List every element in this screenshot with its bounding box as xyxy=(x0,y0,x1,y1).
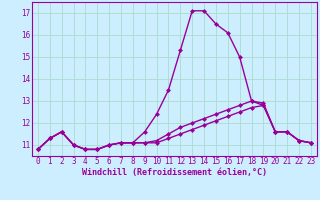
X-axis label: Windchill (Refroidissement éolien,°C): Windchill (Refroidissement éolien,°C) xyxy=(82,168,267,177)
